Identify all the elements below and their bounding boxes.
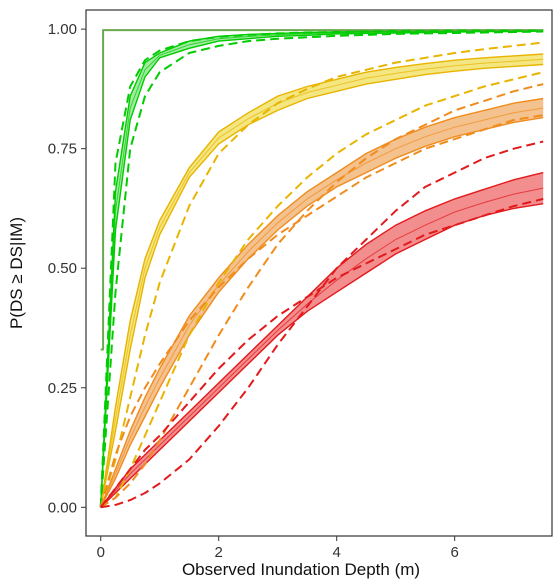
x-tick-label: 0 xyxy=(97,544,105,561)
y-tick-label: 0.75 xyxy=(48,141,77,158)
y-axis-title: P(DS ≥ DS|IM) xyxy=(7,217,26,329)
fragility-curve-8 xyxy=(99,197,544,508)
band-4-median-line xyxy=(100,187,544,508)
fragility-curve-4 xyxy=(99,41,544,508)
fragility-curve-9 xyxy=(100,140,544,509)
fragility-curves xyxy=(99,29,544,509)
band-2-upper-line xyxy=(100,53,544,508)
band-3-median-line xyxy=(100,107,544,508)
x-tick-label: 6 xyxy=(450,544,458,561)
fragility-curve-1 xyxy=(100,29,544,351)
fragility-curve-7 xyxy=(100,83,544,509)
y-tick-label: 0.00 xyxy=(48,499,77,516)
fragility-curve-6 xyxy=(99,114,544,508)
x-axis-title: Observed Inundation Depth (m) xyxy=(182,560,420,579)
fragility-curve-2 xyxy=(99,30,544,508)
fragility-curve-3 xyxy=(99,29,544,508)
band-4-upper-line xyxy=(100,171,544,508)
y-tick-label: 0.50 xyxy=(48,260,77,277)
axes: 0 2 4 6 0.00 0.25 0.50 0.75 1.00 xyxy=(48,21,459,561)
band-2-median-line xyxy=(100,58,544,508)
y-tick-label: 1.00 xyxy=(48,21,77,38)
band-3-upper-line xyxy=(100,97,544,508)
x-tick-label: 4 xyxy=(333,544,341,561)
band-3-lower-line xyxy=(100,116,544,508)
x-tick-label: 2 xyxy=(215,544,223,561)
y-tick-label: 0.25 xyxy=(48,380,77,397)
confidence-band-4 xyxy=(100,172,544,508)
band-2-lower-line xyxy=(100,63,544,508)
